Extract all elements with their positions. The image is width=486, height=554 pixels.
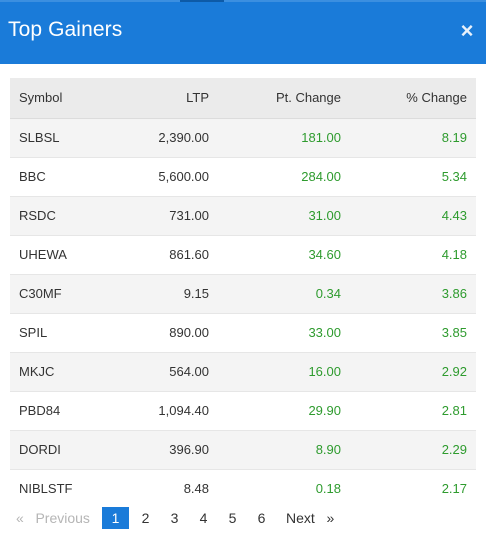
column-header-symbol[interactable]: Symbol xyxy=(10,78,107,119)
table-row[interactable]: UHEWA 861.60 34.60 4.18 xyxy=(10,235,476,275)
cell-ltp: 5,600.00 xyxy=(107,157,218,197)
header-top-border xyxy=(0,0,486,2)
cell-symbol[interactable]: UHEWA xyxy=(10,235,107,275)
cell-pct-change: 3.86 xyxy=(350,274,476,314)
column-header-ltp[interactable]: LTP xyxy=(107,78,218,119)
next-page-button[interactable]: Next » xyxy=(286,510,335,526)
cell-symbol[interactable]: MKJC xyxy=(10,352,107,392)
cell-pct-change: 5.34 xyxy=(350,157,476,197)
cell-ltp: 396.90 xyxy=(107,430,218,470)
cell-pt-change: 34.60 xyxy=(218,235,350,275)
cell-pct-change: 8.19 xyxy=(350,118,476,158)
table-row[interactable]: RSDC 731.00 31.00 4.43 xyxy=(10,196,476,236)
table-row[interactable]: C30MF 9.15 0.34 3.86 xyxy=(10,274,476,314)
cell-pt-change: 31.00 xyxy=(218,196,350,236)
cell-symbol[interactable]: NIBLSTF xyxy=(10,469,107,508)
cell-pct-change: 2.17 xyxy=(350,469,476,508)
table-row[interactable]: NIBLSTF 8.48 0.18 2.17 xyxy=(10,469,476,508)
cell-ltp: 2,390.00 xyxy=(107,118,218,158)
page-3-button[interactable]: 3 xyxy=(170,510,179,526)
cell-symbol[interactable]: C30MF xyxy=(10,274,107,314)
modal-title: Top Gainers xyxy=(8,18,123,41)
cell-ltp: 861.60 xyxy=(107,235,218,275)
cell-pt-change: 181.00 xyxy=(218,118,350,158)
gainers-table-wrapper: Symbol LTP Pt. Change % Change SLBSL 2,3… xyxy=(10,78,476,508)
page-1-button[interactable]: 1 xyxy=(102,507,129,529)
cell-ltp: 9.15 xyxy=(107,274,218,314)
cell-ltp: 890.00 xyxy=(107,313,218,353)
gainers-table: Symbol LTP Pt. Change % Change SLBSL 2,3… xyxy=(10,78,476,508)
header-top-mark xyxy=(180,0,224,2)
cell-pt-change: 0.18 xyxy=(218,469,350,508)
cell-pct-change: 4.18 xyxy=(350,235,476,275)
cell-ltp: 564.00 xyxy=(107,352,218,392)
table-body: SLBSL 2,390.00 181.00 8.19 BBC 5,600.00 … xyxy=(10,118,476,508)
cell-pt-change: 29.90 xyxy=(218,391,350,431)
page-4-button[interactable]: 4 xyxy=(199,510,208,526)
cell-pt-change: 284.00 xyxy=(218,157,350,197)
cell-symbol[interactable]: BBC xyxy=(10,157,107,197)
page-6-button[interactable]: 6 xyxy=(257,510,266,526)
page-5-button[interactable]: 5 xyxy=(228,510,237,526)
cell-pt-change: 8.90 xyxy=(218,430,350,470)
table-row[interactable]: DORDI 396.90 8.90 2.29 xyxy=(10,430,476,470)
previous-page-button[interactable]: « Previous xyxy=(16,510,90,526)
cell-symbol[interactable]: SLBSL xyxy=(10,118,107,158)
cell-ltp: 8.48 xyxy=(107,469,218,508)
cell-pct-change: 2.81 xyxy=(350,391,476,431)
cell-ltp: 731.00 xyxy=(107,196,218,236)
table-row[interactable]: SLBSL 2,390.00 181.00 8.19 xyxy=(10,118,476,158)
close-icon[interactable]: × xyxy=(460,18,474,43)
table-row[interactable]: MKJC 564.00 16.00 2.92 xyxy=(10,352,476,392)
table-header-row: Symbol LTP Pt. Change % Change xyxy=(10,78,476,119)
cell-pt-change: 0.34 xyxy=(218,274,350,314)
column-header-pt-change[interactable]: Pt. Change xyxy=(218,78,350,119)
cell-ltp: 1,094.40 xyxy=(107,391,218,431)
cell-pt-change: 33.00 xyxy=(218,313,350,353)
pagination: « Previous 1 2 3 4 5 6 Next » xyxy=(16,507,334,529)
table-row[interactable]: PBD84 1,094.40 29.90 2.81 xyxy=(10,391,476,431)
cell-pt-change: 16.00 xyxy=(218,352,350,392)
column-header-pct-change[interactable]: % Change xyxy=(350,78,476,119)
cell-symbol[interactable]: DORDI xyxy=(10,430,107,470)
cell-pct-change: 4.43 xyxy=(350,196,476,236)
table-row[interactable]: SPIL 890.00 33.00 3.85 xyxy=(10,313,476,353)
page-2-button[interactable]: 2 xyxy=(141,510,150,526)
cell-pct-change: 2.29 xyxy=(350,430,476,470)
cell-symbol[interactable]: SPIL xyxy=(10,313,107,353)
cell-symbol[interactable]: PBD84 xyxy=(10,391,107,431)
cell-pct-change: 3.85 xyxy=(350,313,476,353)
table-row[interactable]: BBC 5,600.00 284.00 5.34 xyxy=(10,157,476,197)
cell-pct-change: 2.92 xyxy=(350,352,476,392)
modal-header: Top Gainers × xyxy=(0,0,486,64)
cell-symbol[interactable]: RSDC xyxy=(10,196,107,236)
